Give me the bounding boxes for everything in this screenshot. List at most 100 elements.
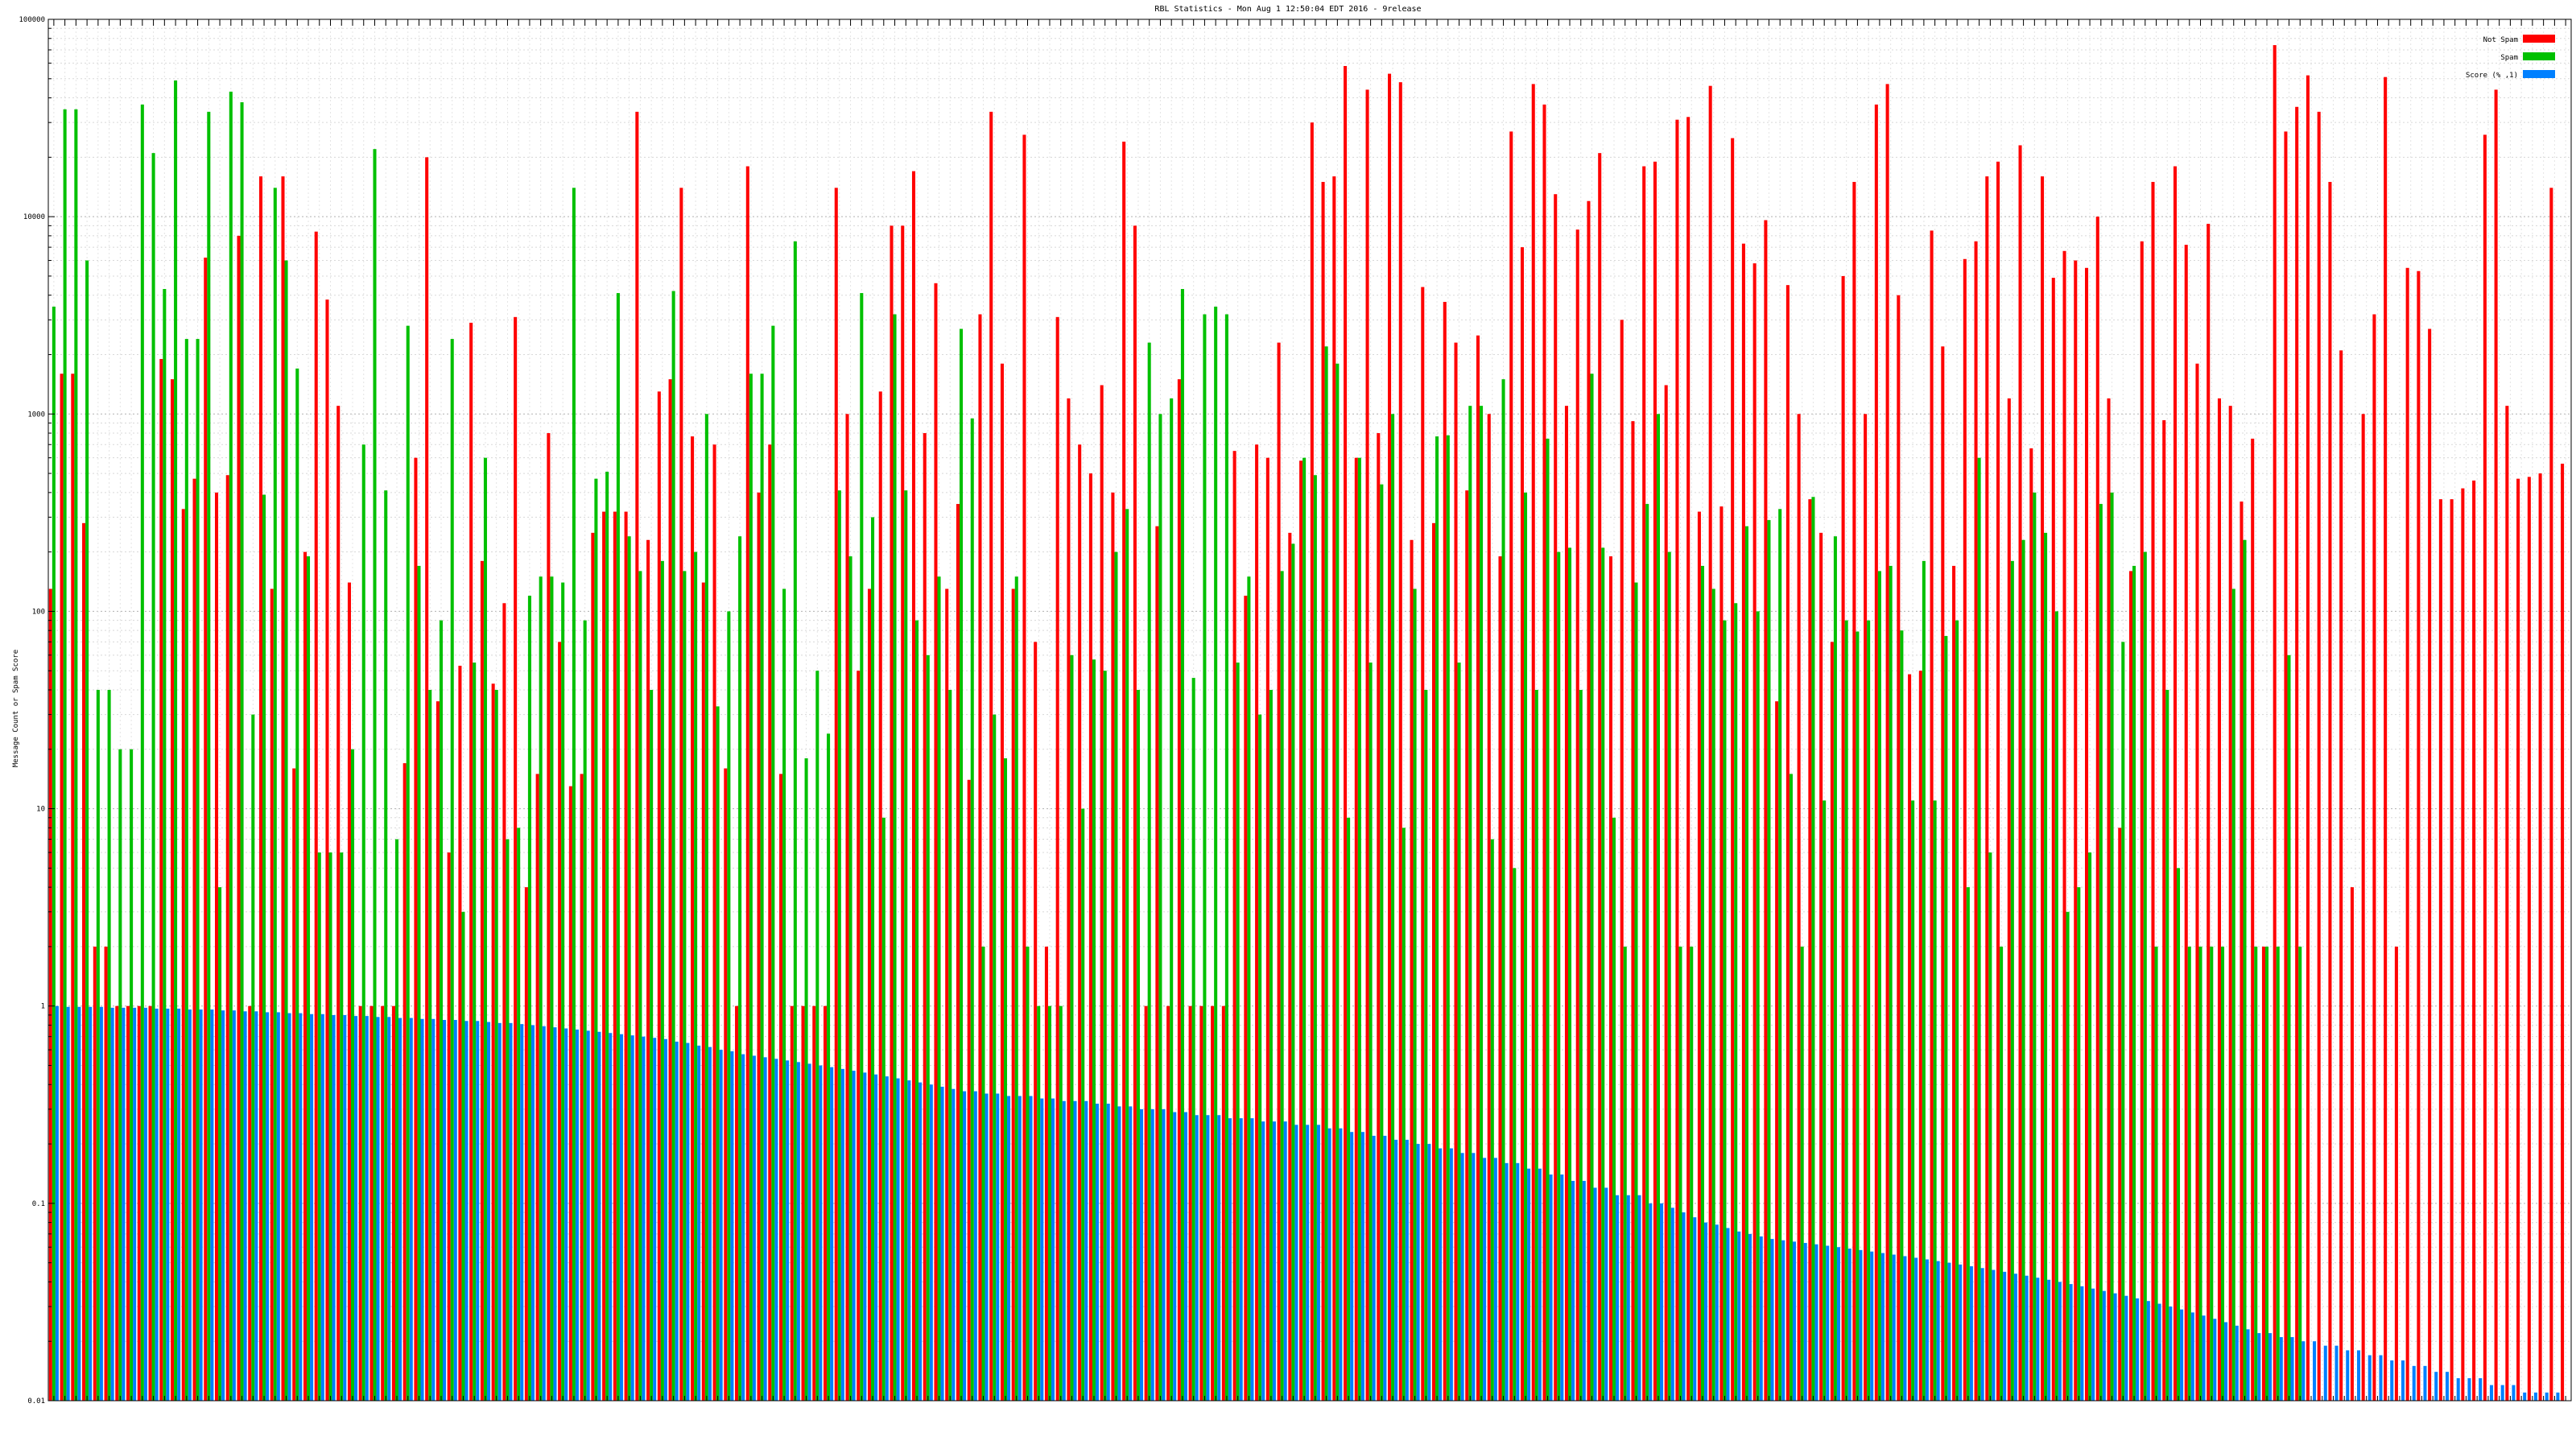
not-spam-bar	[2527, 477, 2531, 1401]
score-bar	[1394, 1139, 1398, 1401]
bar-group	[1908, 674, 1918, 1401]
spam-bar	[1546, 438, 1550, 1401]
score-bar	[630, 1035, 634, 1401]
spam-bar	[1823, 800, 1827, 1401]
not-spam-bar	[1675, 119, 1679, 1401]
spam-bar	[1357, 457, 1361, 1401]
not-spam-bar	[2472, 480, 2476, 1401]
legend-swatch	[2523, 52, 2555, 60]
score-bar	[1826, 1245, 1830, 1401]
score-bar	[497, 1022, 502, 1401]
not-spam-bar	[237, 235, 241, 1401]
bar-group	[1265, 457, 1276, 1401]
not-spam-bar	[2549, 188, 2553, 1402]
bar-group	[159, 288, 170, 1401]
spam-bar	[1711, 588, 1715, 1401]
bar-group	[1819, 532, 1830, 1401]
spam-bar	[2033, 492, 2037, 1401]
not-spam-bar	[967, 779, 971, 1401]
bar-group	[171, 80, 181, 1402]
score-bar	[1283, 1121, 1287, 1401]
bar-group	[1465, 406, 1476, 1402]
spam-bar	[904, 490, 908, 1401]
bar-group	[60, 109, 70, 1402]
not-spam-bar	[82, 522, 86, 1401]
score-bar	[874, 1074, 878, 1401]
score-bar	[2390, 1360, 2394, 1401]
spam-bar	[1977, 457, 1981, 1401]
bar-group	[978, 314, 989, 1402]
score-bar	[1372, 1135, 1376, 1401]
score-bar	[2500, 1385, 2504, 1401]
bar-group	[635, 111, 646, 1401]
score-bar	[542, 1026, 546, 1401]
score-bar	[2512, 1385, 2516, 1401]
not-spam-bar	[1598, 153, 1602, 1402]
spam-bar	[660, 560, 664, 1401]
spam-bar	[683, 571, 687, 1401]
spam-bar	[1280, 571, 1284, 1401]
spam-bar	[461, 911, 465, 1401]
spam-bar	[218, 887, 222, 1401]
bar-group	[1930, 230, 1940, 1401]
spam-bar	[1147, 342, 1151, 1401]
spam-bar	[1833, 536, 1837, 1402]
not-spam-bar	[602, 511, 606, 1401]
bar-group	[93, 689, 103, 1401]
bar-group	[2483, 134, 2493, 1402]
score-bar	[719, 1050, 723, 1401]
score-bar	[708, 1046, 712, 1401]
bar-group	[1055, 316, 1066, 1401]
not-spam-bar	[1232, 451, 1236, 1401]
not-spam-bar	[480, 560, 484, 1401]
score-bar	[1649, 1203, 1653, 1401]
score-bar	[642, 1036, 646, 1401]
not-spam-bar	[1874, 104, 1878, 1401]
not-spam-bar	[347, 582, 351, 1401]
score-bar	[276, 1012, 280, 1401]
not-spam-bar	[1741, 243, 1745, 1401]
bar-group	[1177, 288, 1187, 1402]
spam-bar	[793, 241, 797, 1401]
bar-group	[580, 620, 590, 1401]
bar-group	[724, 611, 734, 1401]
spam-bar	[1203, 314, 1207, 1402]
spam-bar	[1136, 689, 1140, 1401]
bar-group	[2018, 145, 2029, 1401]
spam-bar	[993, 714, 997, 1401]
bar-group	[270, 188, 280, 1402]
bar-group	[347, 582, 358, 1401]
bar-group	[691, 436, 701, 1401]
bar-group	[967, 418, 977, 1402]
spam-bar	[2088, 852, 2092, 1401]
bar-group	[126, 749, 137, 1401]
not-spam-bar	[2261, 946, 2265, 1401]
not-spam-bar	[171, 379, 175, 1402]
not-spam-bar	[1708, 85, 1712, 1402]
spam-bar	[63, 109, 67, 1402]
spam-bar	[727, 611, 731, 1401]
score-bar	[564, 1028, 568, 1401]
spam-bar	[539, 576, 543, 1401]
score-bar	[2224, 1322, 2228, 1401]
score-bar	[1449, 1148, 1453, 1401]
bar-group	[514, 316, 524, 1401]
score-bar	[1316, 1125, 1320, 1401]
not-spam-bar	[2494, 89, 2498, 1401]
spam-bar	[1059, 1005, 1063, 1401]
not-spam-bar	[1398, 82, 1402, 1401]
bar-group	[1697, 511, 1708, 1401]
spam-bar	[1557, 551, 1561, 1401]
bar-group	[237, 102, 247, 1401]
not-spam-bar	[535, 774, 539, 1401]
bar-group	[1454, 342, 1464, 1401]
plot-frame	[47, 19, 2572, 1402]
score-bar	[89, 1006, 93, 1401]
bar-group	[2361, 414, 2372, 1402]
bar-group	[768, 325, 778, 1402]
bar-group	[779, 588, 790, 1401]
bar-group	[458, 666, 469, 1401]
spam-bar	[307, 556, 311, 1401]
bar-group	[2261, 946, 2273, 1401]
not-spam-bar	[447, 852, 451, 1401]
